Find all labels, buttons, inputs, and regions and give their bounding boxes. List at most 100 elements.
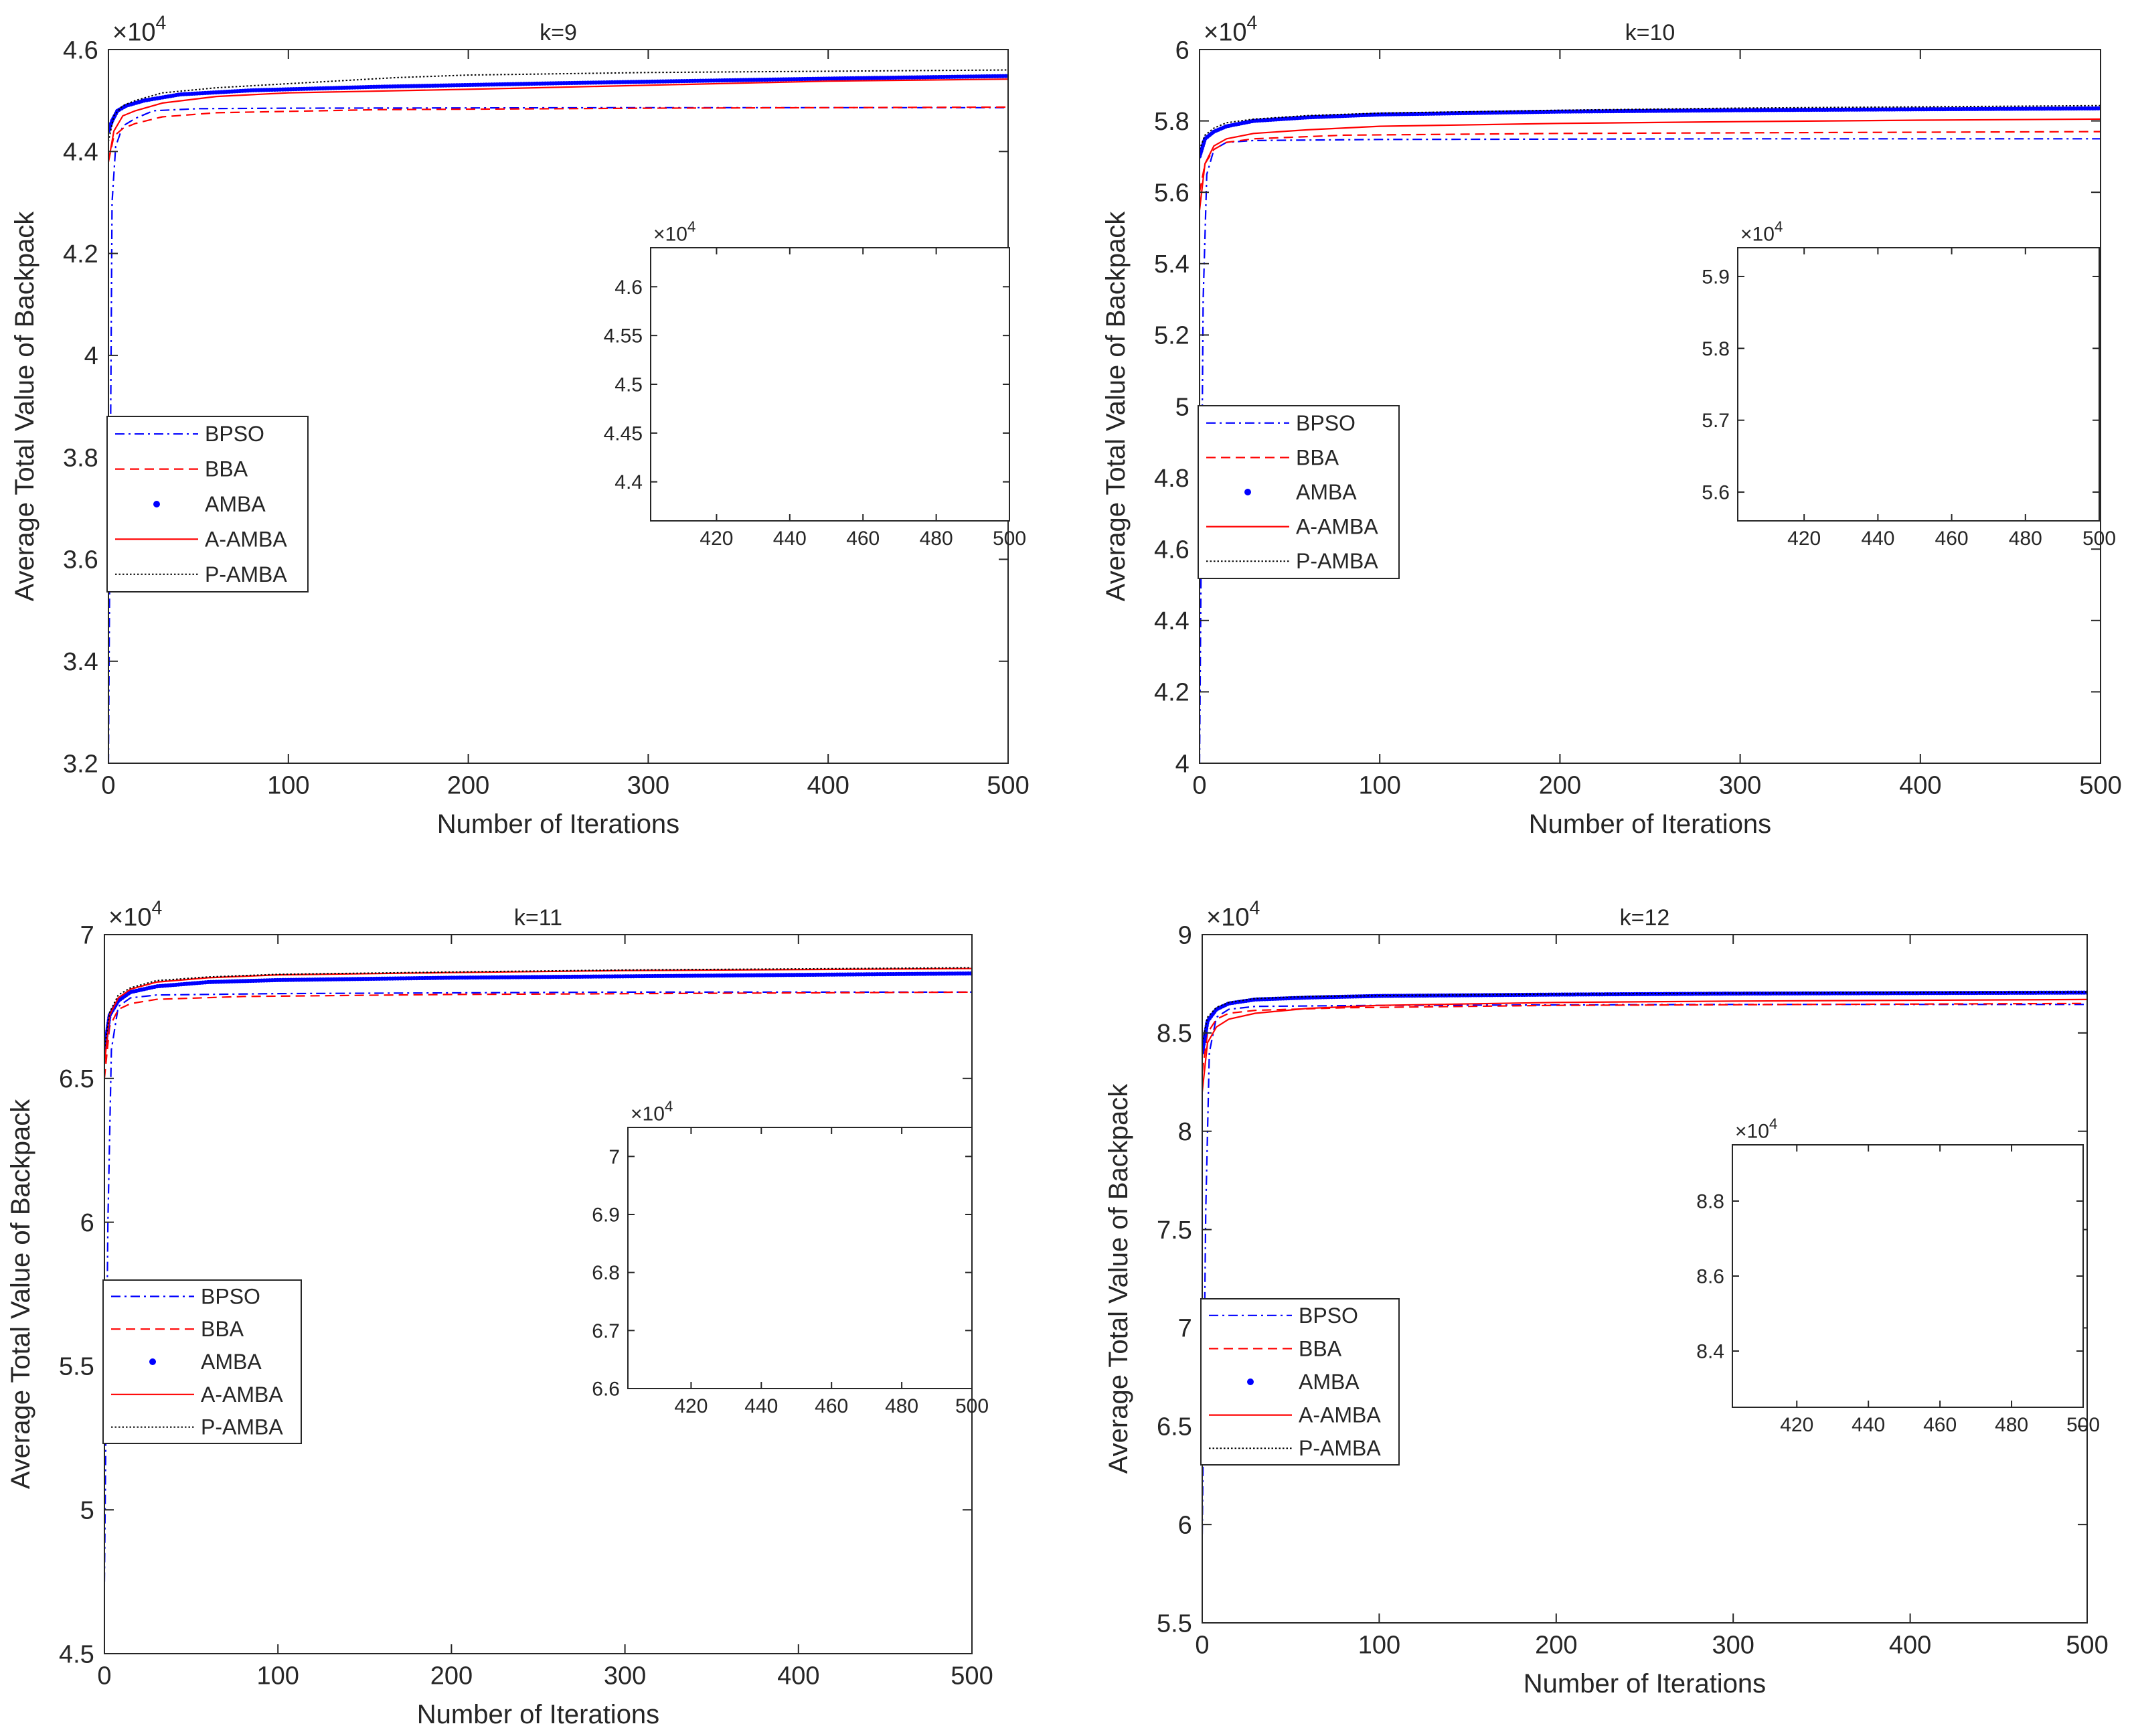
y-tick-label: 4 <box>84 342 98 370</box>
legend-label: AMBA <box>201 1350 262 1374</box>
y-tick-label: 6.9 <box>592 1204 620 1227</box>
legend-label: A-AMBA <box>205 527 287 551</box>
x-tick-label: 500 <box>993 528 1026 550</box>
legend-entry-amba: AMBA <box>149 1350 262 1374</box>
y-tick-label: 6.5 <box>59 1065 94 1093</box>
inset-frame <box>650 247 1010 522</box>
x-tick-label: 420 <box>700 528 733 550</box>
y-axis-label: Average Total Value of Backpack <box>6 1099 35 1490</box>
chart-panel-k11: 0 100 200 300 400 500 4.5 5 5.5 6 6.5 7 ×104 k=11 Numb… <box>6 898 993 1729</box>
x-tick-label: 460 <box>1923 1414 1957 1436</box>
legend: BPSO BBA AMBA A-AMBA P-AMBA <box>106 416 309 593</box>
y-tick-label: 5.9 <box>1702 266 1730 288</box>
x-tick-label: 400 <box>1889 1632 1931 1660</box>
chart-panel-k9: 0 100 200 300 400 500 3.2 3.4 3.6 3.8 4 4.2 4.4 4.6 ×1… <box>10 13 1030 839</box>
x-tick-label: 480 <box>1995 1414 2028 1436</box>
y-tick-label: 8.4 <box>1696 1341 1724 1363</box>
x-tick-label: 300 <box>627 772 669 800</box>
y-tick-label: 4.45 <box>604 422 643 445</box>
x-tick-label: 500 <box>2082 528 2116 550</box>
legend-label: A-AMBA <box>1296 515 1378 539</box>
legend-entry-p-amba: P-AMBA <box>115 562 287 586</box>
y-tick-label: 4.5 <box>59 1640 94 1668</box>
x-tick-label: 400 <box>777 1662 819 1690</box>
legend-entry-amba: AMBA <box>153 492 266 516</box>
inset-zoom: 420 440 460 480 500 8.4 8.6 8.8 ×104 <box>1696 1115 2100 1436</box>
chart-title: k=12 <box>1620 905 1670 931</box>
x-tick-label: 100 <box>256 1662 299 1690</box>
y-tick-label: 4.6 <box>63 36 98 64</box>
series-line-bba <box>1202 1002 2087 1073</box>
legend-entry-bba: BBA <box>115 457 248 481</box>
x-tick-label: 420 <box>1787 528 1821 550</box>
y-tick-label: 7 <box>608 1146 620 1168</box>
y-tick-label: 8.5 <box>1157 1020 1192 1048</box>
legend-label: P-AMBA <box>1299 1436 1381 1460</box>
y-tick-label: 6 <box>1178 1511 1192 1539</box>
series-line-bba <box>104 991 972 1079</box>
legend: BPSO BBA AMBA A-AMBA P-AMBA <box>102 1279 302 1444</box>
x-tick-label: 200 <box>430 1662 473 1690</box>
exponent-superscript: 4 <box>665 1098 673 1115</box>
y-axis-label: Average Total Value of Backpack <box>1101 211 1131 602</box>
legend-label: BBA <box>201 1317 244 1341</box>
y-tick-label: 4.2 <box>1154 679 1190 707</box>
legend-marker <box>153 501 160 507</box>
x-tick-label: 460 <box>846 528 880 550</box>
y-tick-label: 7.5 <box>1157 1216 1192 1245</box>
series-line-p-amba <box>1200 104 2101 150</box>
inset-frame <box>1737 247 2100 522</box>
exponent-label: ×104 <box>108 898 162 932</box>
series-line-bba <box>108 106 1008 162</box>
legend-entry-bpso: BPSO <box>1206 411 1356 435</box>
exponent-label: ×104 <box>1206 898 1260 932</box>
legend-entry-a-amba: A-AMBA <box>1209 1403 1381 1427</box>
y-tick-label: 4 <box>1175 750 1190 778</box>
legend-label: BBA <box>205 457 248 481</box>
exponent-label: ×104 <box>1204 13 1257 47</box>
y-tick-label: 5.7 <box>1702 410 1730 432</box>
y-tick-label: 5.5 <box>1157 1609 1192 1638</box>
y-tick-label: 8.8 <box>1696 1191 1724 1213</box>
y-tick-label: 6 <box>80 1209 94 1237</box>
legend-marker <box>1244 489 1251 495</box>
y-tick-label: 6 <box>1175 36 1190 64</box>
series-line-p-amba <box>104 967 972 1050</box>
exponent-label: ×104 <box>112 13 166 47</box>
x-tick-label: 0 <box>97 1662 111 1690</box>
x-tick-label: 400 <box>1899 772 1941 800</box>
x-tick-label: 480 <box>885 1395 918 1417</box>
series-line-a-amba <box>108 78 1008 162</box>
series-group <box>108 69 1008 763</box>
y-tick-label: 5.6 <box>1154 179 1190 208</box>
y-tick-label: 6.8 <box>592 1262 620 1284</box>
x-tick-label: 200 <box>447 772 489 800</box>
y-tick-label: 4.6 <box>1154 536 1190 564</box>
legend-entry-a-amba: A-AMBA <box>111 1383 283 1407</box>
x-tick-label: 500 <box>987 772 1029 800</box>
y-tick-label: 4.4 <box>615 471 643 493</box>
x-axis-label: Number of Iterations <box>1524 1669 1766 1699</box>
x-tick-label: 200 <box>1535 1632 1577 1660</box>
y-tick-label: 7 <box>80 921 94 949</box>
legend-entry-a-amba: A-AMBA <box>1206 515 1378 539</box>
chart-title: k=9 <box>540 20 577 46</box>
y-tick-label: 3.4 <box>63 648 98 676</box>
legend-entry-bpso: BPSO <box>111 1284 260 1308</box>
exponent-superscript: 4 <box>151 898 162 919</box>
x-tick-label: 440 <box>773 528 807 550</box>
legend-label: BPSO <box>201 1284 260 1308</box>
x-tick-label: 500 <box>2066 1632 2108 1660</box>
legend: BPSO BBA AMBA A-AMBA P-AMBA <box>1198 405 1400 579</box>
y-tick-label: 3.2 <box>63 750 98 778</box>
y-tick-label: 5.8 <box>1702 338 1730 360</box>
exponent-superscript: 4 <box>1775 218 1783 235</box>
legend-box <box>102 1279 302 1444</box>
inset-zoom: 420 440 460 480 500 5.6 5.7 5.8 5.9 ×104 <box>1702 218 2116 550</box>
x-axis-label: Number of Iterations <box>417 1700 659 1729</box>
exponent-superscript: 4 <box>1246 13 1257 34</box>
y-tick-label: 9 <box>1178 921 1192 949</box>
y-tick-label: 4.5 <box>615 374 643 396</box>
legend-box <box>106 416 309 593</box>
legend-label: P-AMBA <box>201 1415 283 1439</box>
